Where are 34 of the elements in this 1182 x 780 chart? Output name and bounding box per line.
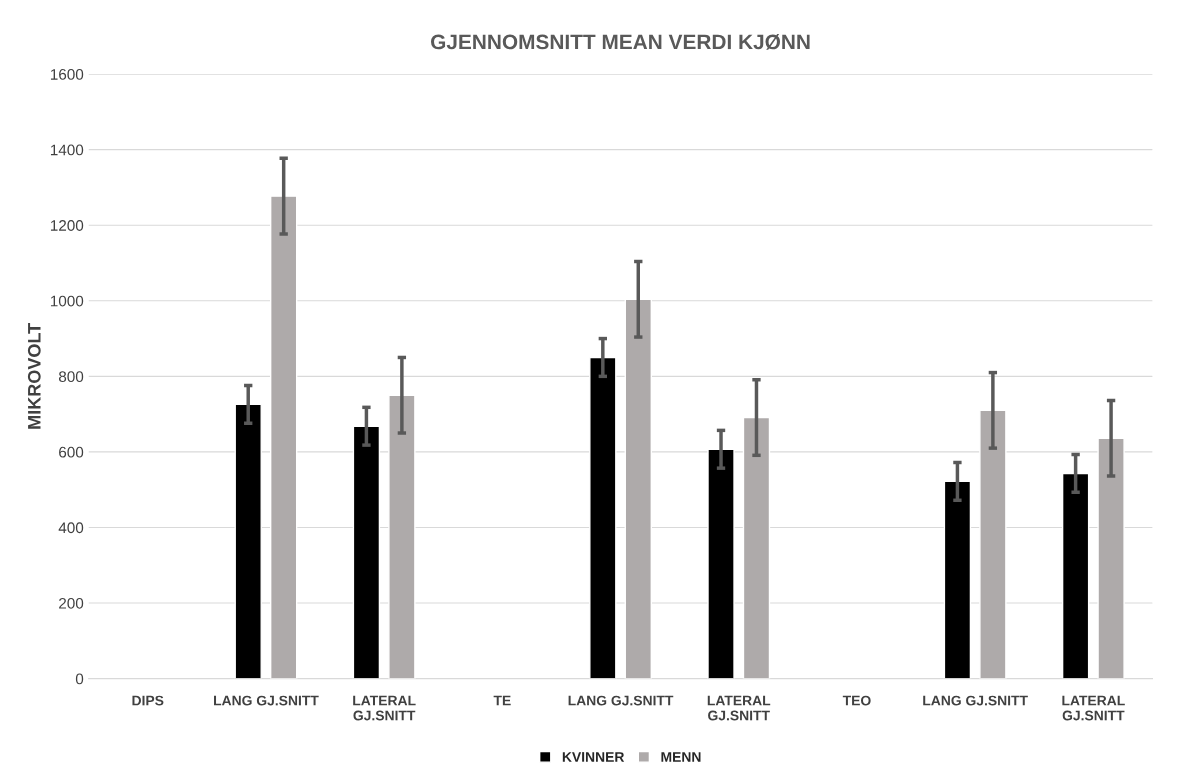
bar — [234, 403, 262, 679]
y-axis-title: MIKROVOLT — [27, 323, 41, 429]
bar — [943, 480, 972, 679]
y-tick-label: 1600 — [50, 68, 84, 80]
x-tick-label: LANG GJ.SNITT — [568, 695, 674, 706]
bar — [1061, 472, 1090, 679]
y-tick-label: 400 — [58, 522, 84, 534]
x-tick-label: LANG GJ.SNITT — [214, 695, 319, 706]
y-tick-label: 0 — [75, 673, 84, 685]
bar — [388, 394, 416, 679]
x-tick-label: LATERAL GJ.SNITT — [353, 695, 416, 721]
bar — [742, 416, 771, 679]
bar — [979, 409, 1007, 679]
legend-label: MENN — [661, 752, 701, 762]
y-tick-label: 1200 — [50, 220, 84, 231]
bar — [352, 425, 381, 679]
bar — [707, 448, 735, 679]
x-tick-label: LATERAL GJ.SNITT — [1062, 695, 1125, 721]
x-tick-label: TE — [493, 695, 511, 706]
y-tick-label: 800 — [58, 371, 84, 383]
y-tick-label: 200 — [59, 597, 84, 609]
bar — [589, 356, 617, 679]
bar — [269, 195, 298, 679]
chart-title: GJENNOMSNITT MEAN VERDI KJØNN — [431, 34, 810, 50]
y-tick-label: 1400 — [50, 144, 84, 156]
bar — [624, 298, 652, 679]
x-tick-label: DIPS — [132, 695, 164, 706]
legend-label: KVINNER — [562, 752, 625, 762]
x-tick-label: LATERAL GJ.SNITT — [707, 695, 771, 721]
x-tick-label: TEO — [842, 695, 871, 706]
bar — [1097, 437, 1125, 679]
y-tick-label: 1000 — [50, 295, 84, 307]
x-tick-label: LANG GJ.SNITT — [923, 695, 1028, 706]
y-tick-label: 600 — [59, 446, 84, 458]
